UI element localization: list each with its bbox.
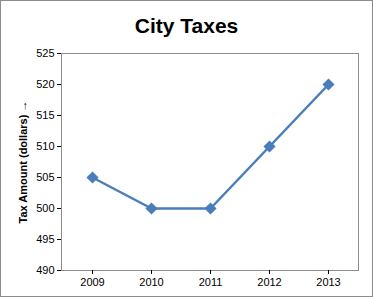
svg-text:525: 525 [36,47,54,59]
svg-text:490: 490 [36,264,54,276]
svg-text:515: 515 [36,109,54,121]
svg-text:505: 505 [36,171,54,183]
svg-text:500: 500 [36,202,54,214]
html-text:City Taxes: City Taxes [134,14,239,37]
svg-text:2013: 2013 [316,276,340,288]
svg-text:Tax Amount (dollars) →: Tax Amount (dollars) → [17,101,29,224]
svg-text:2012: 2012 [257,276,281,288]
svg-text:2010: 2010 [139,276,163,288]
svg-text:510: 510 [36,140,54,152]
svg-text:495: 495 [36,233,54,245]
svg-text:520: 520 [36,78,54,90]
svg-text:2009: 2009 [80,276,104,288]
svg-text:2011: 2011 [199,276,223,288]
